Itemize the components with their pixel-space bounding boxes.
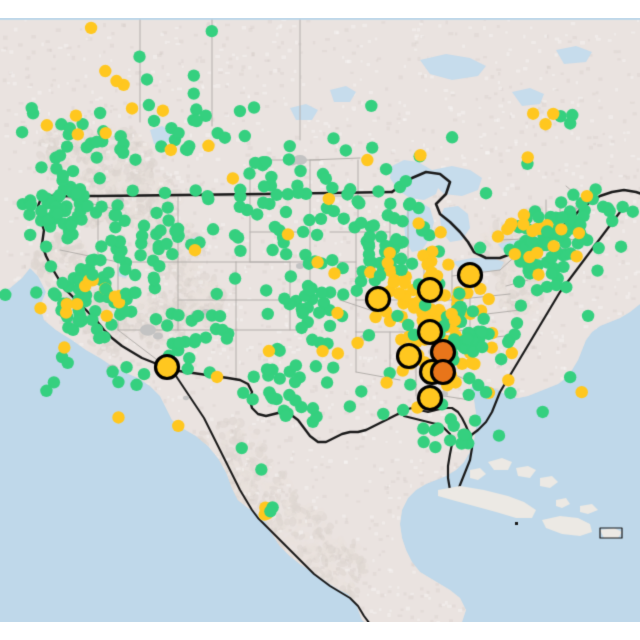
basemap-canvas[interactable] (0, 18, 640, 622)
map-viewport[interactable] (0, 18, 640, 622)
top-white-band (0, 0, 640, 18)
bottom-white-band (0, 622, 640, 640)
